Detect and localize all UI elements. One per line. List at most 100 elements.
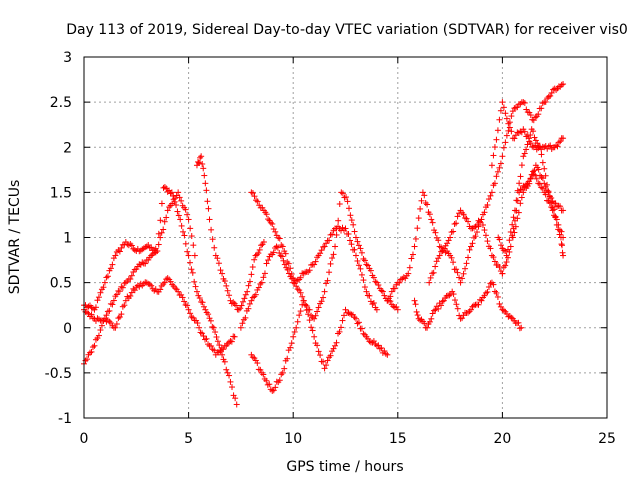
data-point [233,401,240,408]
data-point [281,365,288,372]
data-point [220,346,227,353]
data-point [86,349,93,356]
data-point [530,128,537,135]
data-point [518,324,525,331]
data-point [314,308,321,315]
data-point [131,247,138,254]
data-point [94,297,101,304]
data-point [357,245,364,252]
data-point [363,288,370,295]
data-point [170,196,177,203]
data-point [478,297,485,304]
data-point [160,281,167,288]
data-point [520,189,527,196]
data-point [215,260,222,267]
data-point [131,266,138,273]
data-point [391,285,398,292]
data-point [158,200,165,207]
data-point [306,317,313,324]
data-point [435,255,442,262]
data-point [432,306,439,313]
data-point [466,246,473,253]
x-axis-label: GPS time / hours [286,459,403,475]
data-point [484,289,491,296]
data-point [107,319,114,326]
data-point [202,306,209,313]
data-point [556,231,563,238]
data-point [435,237,442,244]
data-point [510,214,517,221]
data-point [276,377,283,384]
data-layer [81,81,567,408]
data-point [481,227,488,234]
data-point [439,298,446,305]
data-point [408,255,415,262]
data-point [110,324,117,331]
data-point [435,305,442,312]
data-point [515,209,522,216]
data-point [85,310,92,317]
data-point [472,233,479,240]
data-point [157,217,164,224]
data-point [411,243,418,250]
data-point [330,251,337,258]
data-point [297,308,304,315]
data-point [185,216,192,223]
data-point [294,318,301,325]
data-point [113,291,120,298]
data-point [315,304,322,311]
data-point [498,242,505,249]
data-point [252,291,259,298]
data-point [186,259,193,266]
data-point [175,212,182,219]
data-point [164,275,171,282]
data-point [444,240,451,247]
data-point [500,104,507,111]
data-point [429,310,436,317]
data-point [448,254,455,261]
data-point [199,160,206,167]
data-point [426,279,433,286]
data-point [451,220,458,227]
data-point [274,244,281,251]
data-point [323,240,330,247]
data-point [249,294,256,301]
data-point [499,270,506,277]
data-point [490,152,497,159]
data-point [346,237,353,244]
data-point [320,294,327,301]
data-point [306,267,313,274]
data-point [255,284,262,291]
data-point [136,283,143,290]
data-point [336,328,343,335]
data-point [533,175,540,182]
data-point [541,180,548,187]
data-point [369,301,376,308]
data-point [532,114,539,121]
data-point [431,307,438,314]
data-point [160,184,167,191]
data-point [396,279,403,286]
data-point [95,316,102,323]
data-point [217,267,224,274]
data-point [210,324,217,331]
data-point [190,242,197,249]
data-point [426,318,433,325]
data-point [538,151,545,158]
data-point [462,214,469,221]
data-point [532,172,539,179]
data-point [178,197,185,204]
data-point [201,172,208,179]
data-point [195,158,202,165]
data-point [438,302,445,309]
data-point [333,231,340,238]
data-point [293,283,300,290]
data-point [496,116,503,123]
data-point [535,143,542,150]
data-point [326,237,333,244]
data-point [239,298,246,305]
data-point [497,107,504,114]
data-point [459,275,466,282]
data-point [355,262,362,269]
data-point [332,342,339,349]
